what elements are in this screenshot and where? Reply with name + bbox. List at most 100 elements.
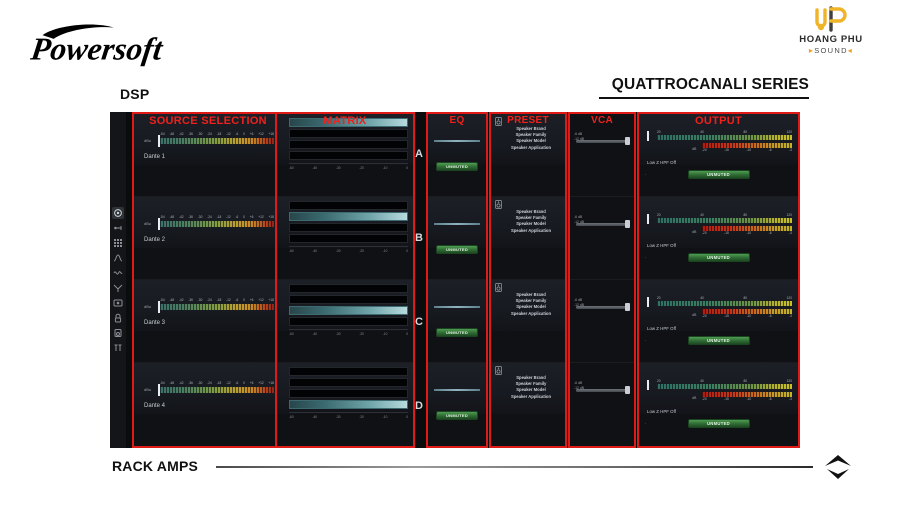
preset-field-brand: Speaker Brand <box>516 375 546 380</box>
eq-curve-display[interactable] <box>434 223 480 225</box>
source-meter[interactable]: dBu -54 -48 -42 -36 -30 -24 -18 -12 -6 0… <box>144 381 274 397</box>
matrix-grid[interactable]: -60 -40 -30 -20 -10 0 <box>283 367 408 419</box>
eq-mute-button[interactable]: UNMUTED <box>436 411 478 420</box>
vca-row[interactable]: -6 dB -12 dB <box>570 363 634 446</box>
matrix-grid[interactable]: -60 -40 -30 -20 -10 0 <box>283 118 408 170</box>
eq-curve-display[interactable] <box>434 389 480 391</box>
matrix-row[interactable]: -60 -40 -30 -20 -10 0 <box>277 197 413 280</box>
source-row[interactable]: dBu -54 -48 -42 -36 -30 -24 -18 -12 -6 0… <box>134 197 282 280</box>
matrix-grid[interactable]: -60 -40 -30 -20 -10 0 <box>283 201 408 253</box>
matrix-row[interactable]: -60 -40 -30 -20 -10 0 <box>277 363 413 446</box>
matrix-send-bar[interactable] <box>289 284 408 293</box>
eq-mute-button[interactable]: UNMUTED <box>436 245 478 254</box>
routing-icon[interactable] <box>112 222 124 234</box>
source-row[interactable]: dBu -54 -48 -42 -36 -30 -24 -18 -12 -6 0… <box>134 114 282 197</box>
matrix-send-bar[interactable] <box>289 389 408 398</box>
preset-fields[interactable]: Speaker Brand Speaker Family Speaker Mod… <box>501 126 561 151</box>
preset-row[interactable]: Speaker Brand Speaker Family Speaker Mod… <box>491 363 565 446</box>
vca-slider-track[interactable] <box>576 306 628 309</box>
eq-row[interactable]: UNMUTED <box>428 363 486 446</box>
source-meter[interactable]: dBu -54 -48 -42 -36 -30 -24 -18 -12 -6 0… <box>144 298 274 314</box>
preset-row[interactable]: Speaker Brand Speaker Family Speaker Mod… <box>491 197 565 280</box>
matrix-send-bar[interactable] <box>289 400 408 409</box>
output-mute-button[interactable]: UNMUTED <box>687 170 750 179</box>
preset-fields[interactable]: Speaker Brand Speaker Family Speaker Mod… <box>501 292 561 317</box>
source-level-handle[interactable] <box>158 301 160 313</box>
source-row[interactable]: dBu -54 -48 -42 -36 -30 -24 -18 -12 -6 0… <box>134 363 282 446</box>
eq-row[interactable]: UNMUTED <box>428 197 486 280</box>
eq-row[interactable]: UNMUTED <box>428 280 486 363</box>
vca-slider-handle[interactable] <box>625 220 630 228</box>
matrix-send-bar[interactable] <box>289 223 408 232</box>
matrix-grid[interactable]: -60 -40 -30 -20 -10 0 <box>283 284 408 336</box>
output-mute-button[interactable]: UNMUTED <box>687 253 750 262</box>
source-meter[interactable]: dBu -54 -48 -42 -36 -30 -24 -18 -12 -6 0… <box>144 132 274 148</box>
matrix-send-bar[interactable] <box>289 378 408 387</box>
vca-label: -6 dB <box>574 215 583 219</box>
output-volt-bar <box>657 301 792 306</box>
eq-mute-button[interactable]: UNMUTED <box>436 328 478 337</box>
matrix-send-bar[interactable] <box>289 151 408 160</box>
matrix-send-bar[interactable] <box>289 317 408 326</box>
speaker-preset-icon[interactable] <box>112 327 124 339</box>
crossover-icon[interactable] <box>112 282 124 294</box>
preset-field-brand: Speaker Brand <box>516 209 546 214</box>
preset-row[interactable]: Speaker Brand Speaker Family Speaker Mod… <box>491 114 565 197</box>
matrix-grid-icon[interactable] <box>112 237 124 249</box>
vca-slider-handle[interactable] <box>625 303 630 311</box>
source-level-handle[interactable] <box>158 135 160 147</box>
vca-row[interactable]: -6 dB -12 dB <box>570 114 634 197</box>
eq-mute-button[interactable]: UNMUTED <box>436 162 478 171</box>
source-level-handle[interactable] <box>158 218 160 230</box>
output-row[interactable]: V 20 40 80 120 dB -20 -15 <box>639 363 798 446</box>
limiter-icon[interactable] <box>112 312 124 324</box>
filter-curve-icon[interactable] <box>112 252 124 264</box>
output-config-icon[interactable] <box>112 342 124 354</box>
output-mute-button[interactable]: UNMUTED <box>687 336 750 345</box>
eq-curve-display[interactable] <box>434 306 480 308</box>
matrix-send-bar[interactable] <box>289 295 408 304</box>
matrix-send-bar[interactable] <box>289 212 408 221</box>
delay-icon[interactable] <box>112 297 124 309</box>
vca-label: -12 dB <box>574 137 584 141</box>
preset-fields[interactable]: Speaker Brand Speaker Family Speaker Mod… <box>501 375 561 400</box>
matrix-send-bar[interactable] <box>289 367 408 376</box>
output-level-handle[interactable] <box>647 380 649 390</box>
matrix-send-bar[interactable] <box>289 118 408 127</box>
source-meter[interactable]: dBu -54 -48 -42 -36 -30 -24 -18 -12 -6 0… <box>144 215 274 231</box>
vca-row[interactable]: -6 dB -12 dB <box>570 280 634 363</box>
matrix-send-bar[interactable] <box>289 201 408 210</box>
source-level-handle[interactable] <box>158 384 160 396</box>
matrix-row[interactable]: -60 -40 -30 -20 -10 0 <box>277 280 413 363</box>
preset-fields[interactable]: Speaker Brand Speaker Family Speaker Mod… <box>501 209 561 234</box>
vca-slider-handle[interactable] <box>625 137 630 145</box>
matrix-send-bar[interactable] <box>289 306 408 315</box>
output-row[interactable]: V 20 40 80 120 dB -20 -15 <box>639 197 798 280</box>
source-row[interactable]: dBu -54 -48 -42 -36 -30 -24 -18 -12 -6 0… <box>134 280 282 363</box>
output-row[interactable]: V 20 40 80 120 dB -20 -15 <box>639 114 798 197</box>
output-level-handle[interactable] <box>647 131 649 141</box>
eq-curve-display[interactable] <box>434 140 480 142</box>
vca-slider-track[interactable] <box>576 389 628 392</box>
target-icon[interactable] <box>112 206 124 219</box>
matrix-scale: -60 -40 -30 -20 -10 0 <box>289 412 408 420</box>
source-rows: dBu -54 -48 -42 -36 -30 -24 -18 -12 -6 0… <box>134 114 282 446</box>
vca-slider-handle[interactable] <box>625 386 630 394</box>
preset-field-brand: Speaker Brand <box>516 126 546 131</box>
vca-slider-track[interactable] <box>576 140 628 143</box>
matrix-send-bar[interactable] <box>289 140 408 149</box>
matrix-send-bar[interactable] <box>289 234 408 243</box>
eq-row[interactable]: UNMUTED <box>428 114 486 197</box>
output-row[interactable]: V 20 40 80 120 dB -20 -15 <box>639 280 798 363</box>
preset-row[interactable]: Speaker Brand Speaker Family Speaker Mod… <box>491 280 565 363</box>
eq-curve-icon[interactable] <box>112 267 124 279</box>
matrix-send-bar[interactable] <box>289 129 408 138</box>
output-db-meter: dB -20 -15 -10 -6 -3 <box>692 143 792 154</box>
vca-slider-track[interactable] <box>576 223 628 226</box>
source-scale: -54 -48 -42 -36 -30 -24 -18 -12 -6 0 +6 … <box>160 381 274 385</box>
matrix-row[interactable]: -60 -40 -30 -20 -10 0 <box>277 114 413 197</box>
output-level-handle[interactable] <box>647 297 649 307</box>
output-level-handle[interactable] <box>647 214 649 224</box>
vca-row[interactable]: -6 dB -12 dB <box>570 197 634 280</box>
output-mute-button[interactable]: UNMUTED <box>687 419 750 428</box>
